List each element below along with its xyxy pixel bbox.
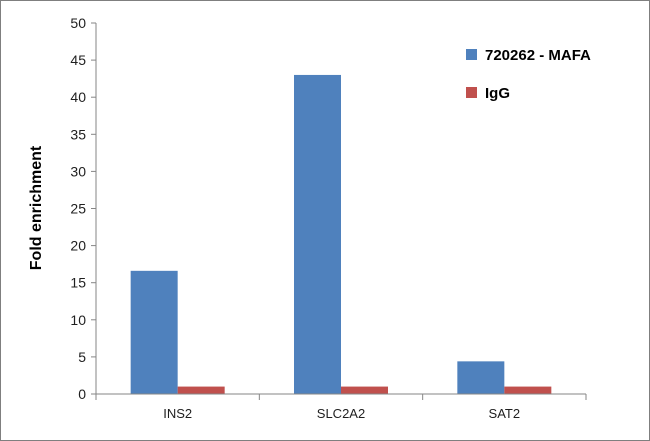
legend-label: 720262 - MAFA	[485, 47, 591, 64]
y-tick-label: 35	[70, 126, 86, 142]
x-tick-label: SLC2A2	[317, 406, 365, 421]
bars-group	[130, 74, 552, 394]
y-tick-label: 20	[70, 238, 86, 254]
x-tick-label: INS2	[163, 406, 192, 421]
y-axis-label: Fold enrichment	[28, 145, 45, 270]
bar-mafa-sat2	[457, 361, 505, 394]
y-tick-label: 10	[70, 312, 86, 328]
legend-label: IgG	[485, 85, 510, 102]
bar-igg-ins2	[177, 386, 225, 394]
y-tick-label: 30	[70, 163, 86, 179]
y-tick-label: 5	[78, 349, 86, 365]
bar-igg-sat2	[504, 386, 552, 394]
y-tick-label: 45	[70, 52, 86, 68]
legend-swatch	[466, 49, 477, 60]
y-tick-label: 0	[78, 386, 86, 402]
axes-group: 0 5 10 15 20 25 30 35 40 45 50 INS2 SLC2A2 SAT2	[70, 15, 587, 421]
legend: 720262 - MAFA IgG	[466, 47, 591, 102]
y-tick-label: 50	[70, 15, 86, 31]
bar-mafa-slc2a2	[294, 74, 341, 394]
bar-igg-slc2a2	[341, 386, 388, 394]
y-tick-label: 25	[70, 201, 86, 217]
legend-swatch	[466, 87, 477, 98]
x-tick-label: SAT2	[489, 406, 521, 421]
y-tick-label: 15	[70, 275, 86, 291]
bar-mafa-ins2	[130, 270, 178, 394]
y-tick-label: 40	[70, 89, 86, 105]
